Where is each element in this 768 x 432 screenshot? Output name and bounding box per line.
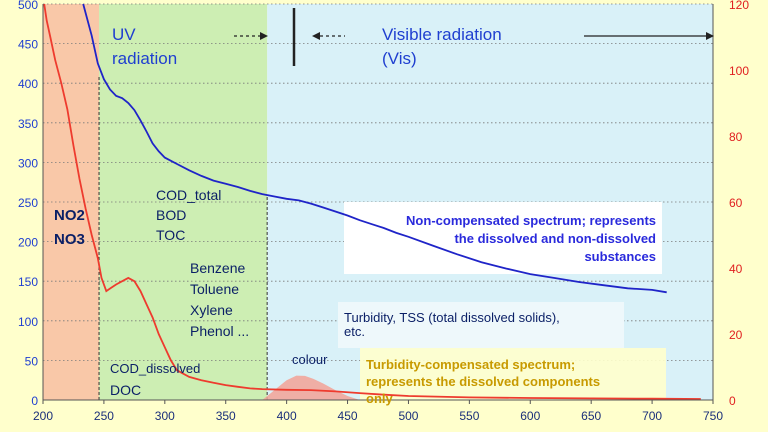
- compensated-spectrum-line: [43, 3, 701, 400]
- y-left-tick-label: 100: [18, 315, 38, 329]
- y-left-tick-label: 200: [18, 236, 38, 250]
- doc-label: DOC: [110, 382, 141, 398]
- x-tick-label: 450: [338, 409, 358, 423]
- cod-total-label: COD_total BOD TOC: [156, 187, 221, 243]
- cod-dissolved-label: COD_dissolved: [110, 361, 200, 376]
- x-tick-label: 250: [94, 409, 114, 423]
- non-compensated-spectrum-line: [82, 3, 667, 294]
- y-left-tick-label: 500: [18, 0, 38, 12]
- y-right-tick-label: 20: [729, 328, 743, 342]
- turbidity-label: Turbidity, TSS (total dissolved solids),…: [344, 310, 560, 339]
- compensated-label: Turbidity-compensated spectrum; represent…: [366, 357, 600, 406]
- x-tick-label: 700: [642, 409, 662, 423]
- non-compensated-label-box: [344, 202, 662, 274]
- compensated-label-box: [360, 348, 666, 412]
- x-tick-label: 350: [216, 409, 236, 423]
- nitrate-nitrite-label: NO2 NO3: [54, 207, 85, 248]
- x-tick-label: 750: [703, 409, 723, 423]
- x-tick-label: 550: [459, 409, 479, 423]
- turbidity-label-box: [338, 302, 624, 348]
- y-right-tick-label: 100: [729, 64, 749, 78]
- y-right-tick-label: 40: [729, 262, 743, 276]
- y-left-tick-label: 300: [18, 156, 38, 170]
- colour-peak-area: [262, 375, 360, 400]
- x-tick-label: 650: [581, 409, 601, 423]
- y-left-tick-label: 250: [18, 196, 38, 210]
- uv-radiation-label: UV radiation: [112, 25, 177, 68]
- y-left-tick-label: 350: [18, 117, 38, 131]
- vis-right-arrow-head: [706, 32, 714, 40]
- x-tick-label: 500: [398, 409, 418, 423]
- y-left-tick-label: 50: [25, 354, 39, 368]
- y-left-tick-label: 400: [18, 77, 38, 91]
- y-left-tick-label: 450: [18, 38, 38, 52]
- vis-left-arrow-head: [312, 32, 320, 40]
- uv-arrow-head: [260, 32, 268, 40]
- visible-radiation-label: Visible radiation (Vis): [382, 25, 502, 68]
- y-left-tick-label: 150: [18, 275, 38, 289]
- y-right-tick-label: 60: [729, 196, 743, 210]
- x-tick-label: 300: [155, 409, 175, 423]
- y-left-tick-label: 0: [31, 394, 38, 408]
- y-right-tick-label: 120: [729, 0, 749, 12]
- non-compensated-label: Non-compensated spectrum; represents the …: [406, 213, 656, 264]
- x-tick-label: 200: [33, 409, 53, 423]
- x-tick-label: 600: [520, 409, 540, 423]
- colour-label: colour: [292, 352, 328, 367]
- y-right-tick-label: 80: [729, 130, 743, 144]
- aromatics-label: Benzene Toluene Xylene Phenol ...: [190, 260, 249, 339]
- y-right-tick-label: 0: [729, 394, 736, 408]
- x-tick-label: 400: [277, 409, 297, 423]
